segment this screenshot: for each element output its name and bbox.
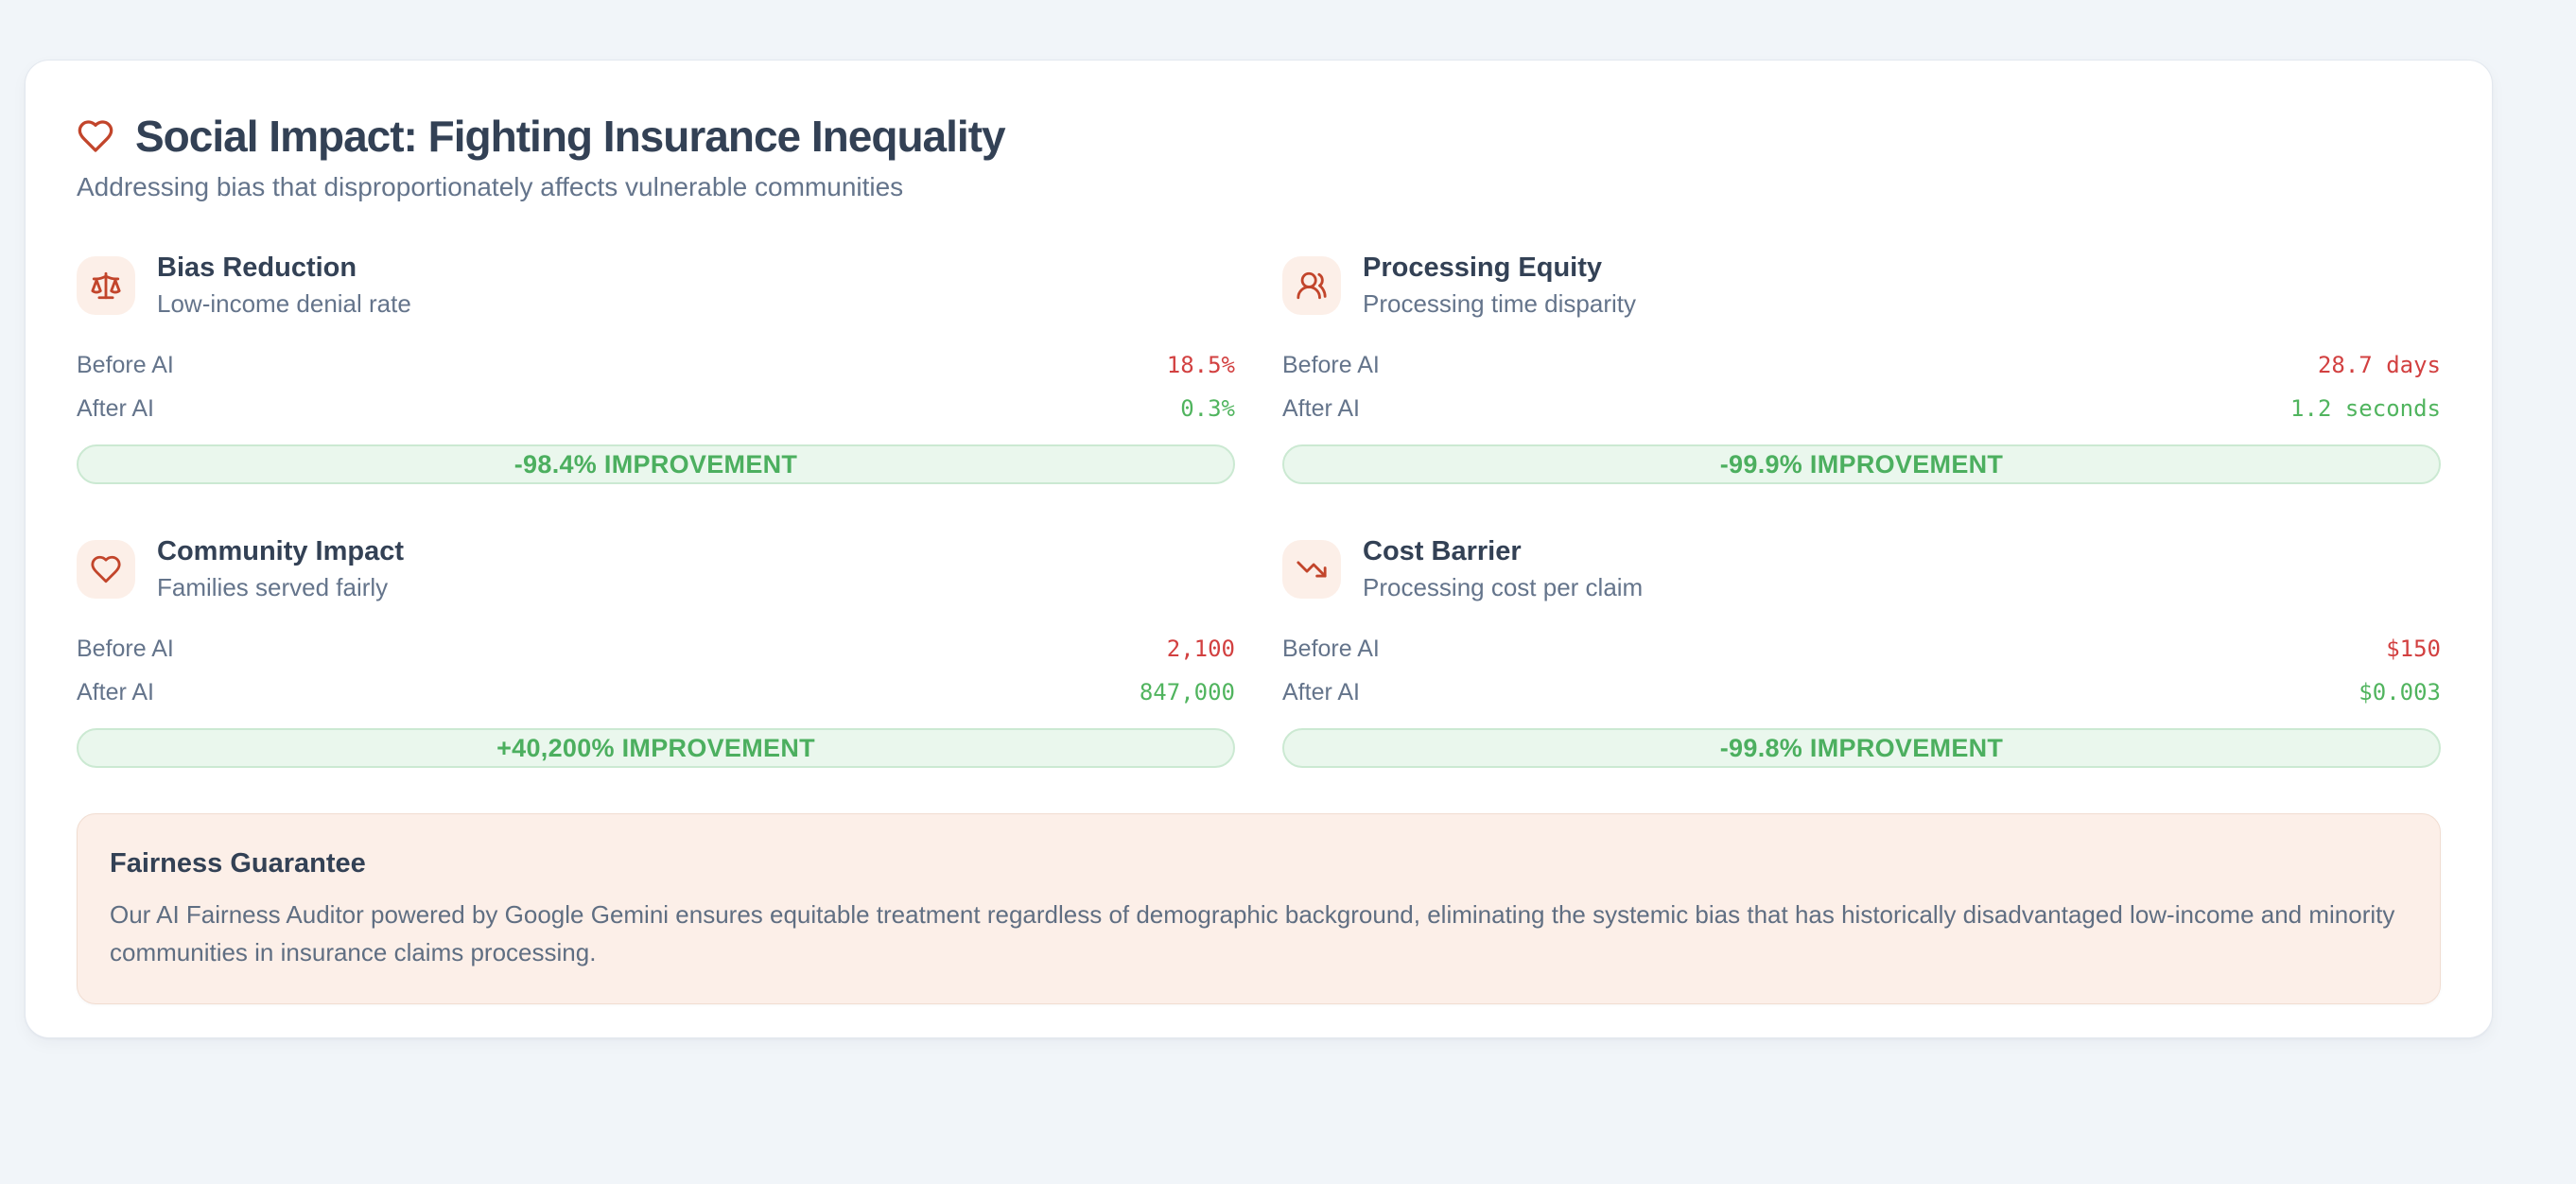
before-ai-value: 18.5%: [1166, 352, 1235, 378]
after-ai-value: 847,000: [1139, 679, 1235, 705]
metric-header-text: Bias Reduction Low-income denial rate: [157, 252, 411, 319]
fairness-title: Fairness Guarantee: [110, 848, 366, 879]
improvement-badge: -99.9% IMPROVEMENT: [1282, 444, 2441, 484]
metric-header-text: Cost Barrier Processing cost per claim: [1363, 535, 1643, 602]
metric-header: Community Impact Families served fairly: [77, 535, 1235, 602]
metrics-grid: Bias Reduction Low-income denial rate Be…: [77, 252, 2441, 768]
after-ai-label: After AI: [77, 679, 154, 705]
improvement-label: +40,200% IMPROVEMENT: [496, 733, 815, 762]
after-ai-row: After AI $0.003: [1282, 678, 2441, 707]
icon-tile: [1282, 255, 1341, 315]
metric-header: Bias Reduction Low-income denial rate: [77, 252, 1235, 319]
after-ai-label: After AI: [77, 395, 154, 422]
after-ai-value: $0.003: [2358, 679, 2441, 705]
before-ai-value: 2,100: [1166, 636, 1235, 662]
after-ai-value: 1.2 seconds: [2290, 395, 2441, 422]
before-ai-row: Before AI 2,100: [77, 635, 1235, 664]
after-ai-value: 0.3%: [1180, 395, 1235, 422]
improvement-badge: -99.8% IMPROVEMENT: [1282, 728, 2441, 768]
metric-subtitle: Low-income denial rate: [157, 289, 411, 318]
before-ai-row: Before AI 28.7 days: [1282, 351, 2441, 380]
social-impact-card: Social Impact: Fighting Insurance Inequa…: [25, 60, 2493, 1038]
after-ai-row: After AI 1.2 seconds: [1282, 394, 2441, 424]
heart-icon: [91, 555, 121, 583]
metric-subtitle: Processing time disparity: [1363, 289, 1636, 318]
metric-card-processing-equity: Processing Equity Processing time dispar…: [1282, 252, 2441, 484]
page-title: Social Impact: Fighting Insurance Inequa…: [135, 112, 1006, 161]
metric-title: Cost Barrier: [1363, 536, 1522, 566]
before-ai-row: Before AI $150: [1282, 635, 2441, 664]
metric-rows: Before AI 2,100 After AI 847,000: [77, 635, 1235, 707]
improvement-badge: -98.4% IMPROVEMENT: [77, 444, 1235, 484]
metric-subtitle: Families served fairly: [157, 573, 389, 601]
before-ai-value: 28.7 days: [2317, 352, 2441, 378]
metric-title: Bias Reduction: [157, 252, 357, 283]
metric-rows: Before AI 28.7 days After AI 1.2 seconds: [1282, 351, 2441, 424]
page-subtitle: Addressing bias that disproportionately …: [77, 172, 904, 201]
metric-card-bias-reduction: Bias Reduction Low-income denial rate Be…: [77, 252, 1235, 484]
metric-header: Cost Barrier Processing cost per claim: [1282, 535, 2441, 602]
after-ai-label: After AI: [1282, 679, 1360, 705]
fairness-guarantee-panel: Fairness Guarantee Our AI Fairness Audit…: [77, 813, 2441, 1004]
metric-rows: Before AI $150 After AI $0.003: [1282, 635, 2441, 707]
after-ai-label: After AI: [1282, 395, 1360, 422]
before-ai-label: Before AI: [77, 636, 174, 662]
metric-card-community-impact: Community Impact Families served fairly …: [77, 535, 1235, 768]
icon-tile: [77, 539, 135, 599]
fairness-description: Our AI Fairness Auditor powered by Googl…: [110, 900, 2395, 966]
metric-title: Processing Equity: [1363, 252, 1603, 283]
metric-card-cost-barrier: Cost Barrier Processing cost per claim B…: [1282, 535, 2441, 768]
metric-header-text: Community Impact Families served fairly: [157, 535, 404, 602]
metric-title: Community Impact: [157, 536, 405, 566]
metric-subtitle: Processing cost per claim: [1363, 573, 1644, 601]
after-ai-row: After AI 847,000: [77, 678, 1235, 707]
metric-rows: Before AI 18.5% After AI 0.3%: [77, 351, 1235, 424]
before-ai-label: Before AI: [77, 352, 174, 378]
users-icon: [1297, 271, 1327, 299]
improvement-badge: +40,200% IMPROVEMENT: [77, 728, 1235, 768]
scale-icon: [91, 271, 121, 299]
metric-header-text: Processing Equity Processing time dispar…: [1363, 252, 1636, 319]
icon-tile: [77, 255, 135, 315]
before-ai-value: $150: [2386, 636, 2441, 662]
metric-header: Processing Equity Processing time dispar…: [1282, 252, 2441, 319]
improvement-label: -98.4% IMPROVEMENT: [513, 449, 798, 479]
improvement-label: -99.8% IMPROVEMENT: [1719, 733, 2004, 762]
icon-tile: [1282, 539, 1341, 599]
before-ai-row: Before AI 18.5%: [77, 351, 1235, 380]
trending-down-icon: [1297, 561, 1327, 577]
card-header: Social Impact: Fighting Insurance Inequa…: [77, 112, 2441, 161]
before-ai-label: Before AI: [1282, 636, 1380, 662]
after-ai-row: After AI 0.3%: [77, 394, 1235, 424]
improvement-label: -99.9% IMPROVEMENT: [1719, 449, 2004, 479]
heart-icon: [78, 120, 113, 152]
before-ai-label: Before AI: [1282, 352, 1380, 378]
